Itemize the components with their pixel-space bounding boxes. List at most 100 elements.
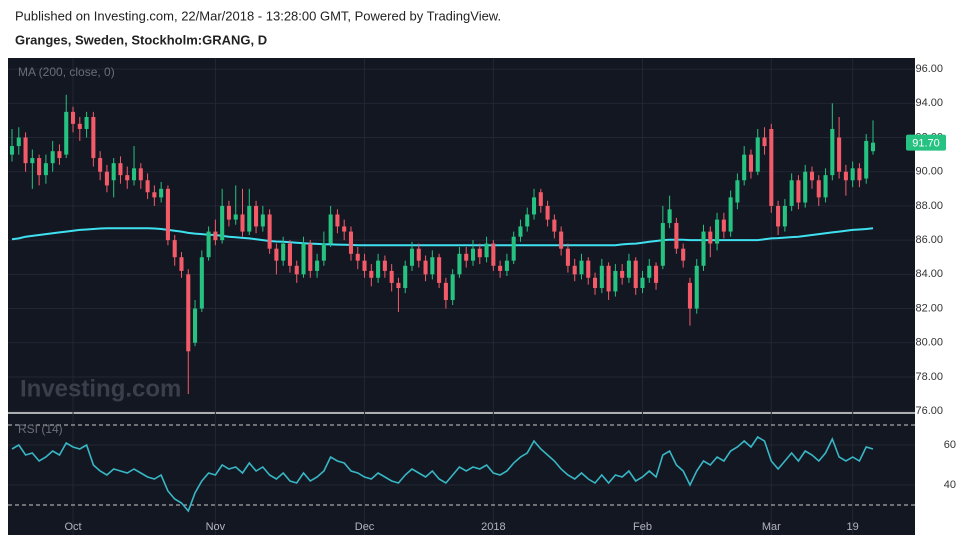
candle-body xyxy=(640,277,645,289)
chart-subtitle: Published on Investing.com, 22/Mar/2018 … xyxy=(15,8,501,23)
candle-body xyxy=(708,231,713,244)
candle-body xyxy=(57,151,62,159)
candle-body xyxy=(172,240,177,258)
candle-body xyxy=(165,188,170,241)
candle-body xyxy=(674,223,679,249)
candle-body xyxy=(138,168,143,181)
watermark: Investing.com xyxy=(20,375,181,402)
candle-body xyxy=(70,111,76,124)
candle-body xyxy=(586,260,591,278)
candle-body xyxy=(131,168,137,181)
candle-body xyxy=(694,265,699,309)
rsi-tick-label: 40 xyxy=(944,479,956,491)
x-tick-label: Oct xyxy=(64,521,81,533)
candle-body xyxy=(9,146,15,155)
price-tag-label: 91.70 xyxy=(912,138,940,150)
candle-body xyxy=(104,171,109,186)
candle-body xyxy=(667,209,672,224)
y-tick-label: 88.00 xyxy=(915,200,943,212)
candle-body xyxy=(464,253,469,261)
candle-body xyxy=(193,308,198,343)
candle-body xyxy=(118,163,123,176)
candle-body xyxy=(84,117,89,129)
candle-body xyxy=(742,154,747,181)
candle-body xyxy=(376,260,381,278)
candle-body xyxy=(423,260,428,275)
candle-body xyxy=(626,260,631,278)
candle-body xyxy=(579,260,584,275)
y-tick-label: 76.00 xyxy=(915,405,943,417)
candle-body xyxy=(23,137,28,164)
candle-body xyxy=(769,128,774,206)
candle-body xyxy=(593,277,598,289)
candle-body xyxy=(91,117,96,159)
y-tick-label: 78.00 xyxy=(915,371,943,383)
candle-body xyxy=(247,205,252,232)
candle-body xyxy=(260,214,265,227)
candle-body xyxy=(159,188,164,198)
candle-body xyxy=(233,214,238,220)
candle-body xyxy=(64,111,69,155)
y-tick-label: 82.00 xyxy=(915,302,943,314)
candle-body xyxy=(308,243,313,271)
candle-body xyxy=(437,257,442,283)
candle-body xyxy=(782,205,787,227)
candle-body xyxy=(654,265,659,283)
candle-body xyxy=(409,248,415,266)
y-tick-label: 80.00 xyxy=(915,337,943,349)
x-tick-label: 2018 xyxy=(481,521,505,533)
candle-body xyxy=(152,192,157,198)
candle-body xyxy=(816,180,821,198)
candle-body xyxy=(789,180,794,206)
candle-body xyxy=(396,282,401,289)
candle-body xyxy=(796,180,801,203)
candle-body xyxy=(213,231,218,241)
candle-body xyxy=(145,180,150,193)
candle-body xyxy=(843,171,848,181)
candle-body xyxy=(254,205,259,227)
candle-body xyxy=(16,137,21,147)
candle-body xyxy=(111,163,116,181)
candle-body xyxy=(701,231,706,266)
candle-body xyxy=(321,243,326,261)
candle-body xyxy=(125,175,130,181)
candle-body xyxy=(362,260,367,271)
candle-body xyxy=(525,214,530,227)
candle-body xyxy=(186,274,191,352)
candle-body xyxy=(294,265,299,275)
x-tick-label: Feb xyxy=(633,521,652,533)
candle-body xyxy=(416,248,421,261)
candle-body xyxy=(491,243,496,266)
candle-body xyxy=(30,158,35,164)
candle-body xyxy=(748,154,754,172)
candle-body xyxy=(504,260,509,271)
candle-body xyxy=(301,243,306,275)
candle-body xyxy=(864,140,869,179)
candle-body xyxy=(681,248,686,261)
candle-body xyxy=(735,180,740,203)
candle-body xyxy=(50,151,55,164)
candle-body xyxy=(179,257,184,271)
candle-body xyxy=(355,253,360,261)
candle-body xyxy=(660,223,665,266)
candle-body xyxy=(647,265,652,278)
rsi-tick-label: 60 xyxy=(944,439,956,451)
candle-body xyxy=(403,265,408,289)
candle-body xyxy=(342,226,347,232)
candle-body xyxy=(240,214,245,232)
candle-body xyxy=(98,158,103,172)
x-tick-label: 19 xyxy=(847,521,859,533)
candle-body xyxy=(755,137,760,172)
rsi-legend: RSI (14) xyxy=(18,422,63,436)
candle-body xyxy=(430,257,435,275)
x-tick-label: Mar xyxy=(762,521,781,533)
candle-body xyxy=(389,270,394,283)
candle-body xyxy=(823,175,828,198)
candle-body xyxy=(382,260,387,271)
x-tick-label: Dec xyxy=(355,521,375,533)
candle-body xyxy=(545,205,550,220)
candle-body xyxy=(206,231,211,258)
candle-body xyxy=(599,265,604,289)
candle-body xyxy=(552,219,557,232)
candle-body xyxy=(850,168,855,181)
